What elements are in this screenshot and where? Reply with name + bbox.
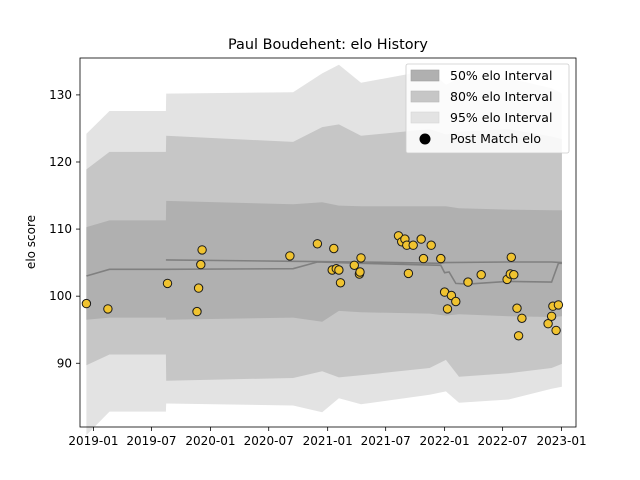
legend-label-50: 50% elo Interval xyxy=(450,68,552,83)
x-tick-label-0: 2019-01 xyxy=(68,434,118,448)
y-tick-label-4: 130 xyxy=(49,88,72,102)
legend-label-95: 95% elo Interval xyxy=(450,110,552,125)
interval-bands xyxy=(86,64,562,436)
data-point-22 xyxy=(403,268,414,279)
mean-line-upper xyxy=(165,259,562,265)
data-point-5 xyxy=(196,259,206,270)
legend: 50% elo Interval 80% elo Interval 95% el… xyxy=(405,63,570,154)
data-point-29 xyxy=(442,304,453,314)
data-point-3 xyxy=(192,306,202,317)
data-point-33 xyxy=(476,270,486,280)
data-point-38 xyxy=(512,303,522,313)
data-point-25 xyxy=(418,253,429,264)
data-point-36 xyxy=(506,252,516,262)
data-point-24 xyxy=(416,234,426,244)
legend-swatch-95 xyxy=(410,111,440,124)
data-point-10 xyxy=(329,243,339,254)
data-point-23 xyxy=(408,240,418,250)
legend-swatch-50 xyxy=(410,69,440,82)
y-axis-label: elo score xyxy=(24,215,38,269)
y-axis: 90 100 110 120 130 xyxy=(49,88,80,370)
data-point-39 xyxy=(513,331,524,341)
data-point-4 xyxy=(193,283,204,293)
data-point-32 xyxy=(463,277,473,287)
data-point-26 xyxy=(426,240,436,250)
x-tick-label-3: 2020-07 xyxy=(244,434,294,448)
legend-label-80: 80% elo Interval xyxy=(450,89,552,104)
data-point-8 xyxy=(312,239,323,249)
y-tick-label-0: 90 xyxy=(57,356,72,370)
data-point-1 xyxy=(103,304,113,314)
legend-label-points: Post Match elo xyxy=(450,131,541,146)
post-match-points xyxy=(81,231,564,341)
data-point-6 xyxy=(197,245,207,255)
data-point-37 xyxy=(509,270,519,280)
data-point-27 xyxy=(436,253,446,264)
x-axis: 2019-01 2019-07 2020-01 2020-07 2021-01 2021-… xyxy=(68,427,587,448)
y-tick-label-3: 120 xyxy=(49,155,72,169)
legend-marker-points xyxy=(419,133,431,145)
data-point-31 xyxy=(451,296,461,307)
data-point-14 xyxy=(349,260,359,270)
data-point-17 xyxy=(356,253,366,263)
mean-lines xyxy=(86,259,562,285)
x-tick-label-5: 2021-07 xyxy=(361,434,411,448)
data-point-41 xyxy=(543,319,553,329)
mean-line xyxy=(86,261,562,285)
data-point-44 xyxy=(551,325,561,336)
data-point-0 xyxy=(81,298,92,309)
data-point-2 xyxy=(162,278,173,289)
data-point-40 xyxy=(517,313,527,323)
x-tick-label-1: 2019-07 xyxy=(126,434,176,448)
data-point-7 xyxy=(285,251,295,261)
legend-swatch-80 xyxy=(410,90,440,103)
y-tick-label-1: 100 xyxy=(49,289,72,303)
y-tick-label-2: 110 xyxy=(49,222,72,236)
data-point-13 xyxy=(335,278,346,288)
x-tick-label-7: 2022-07 xyxy=(478,434,528,448)
x-tick-label-6: 2022-01 xyxy=(420,434,470,448)
x-tick-label-4: 2021-01 xyxy=(303,434,353,448)
data-point-45 xyxy=(553,300,564,310)
data-point-42 xyxy=(546,311,557,321)
x-tick-label-8: 2023-01 xyxy=(537,434,587,448)
legend-box xyxy=(405,63,570,154)
x-tick-label-2: 2020-01 xyxy=(185,434,235,448)
data-point-12 xyxy=(334,265,344,275)
data-point-16 xyxy=(355,267,365,277)
chart-title: Paul Boudehent: elo History xyxy=(228,37,428,53)
